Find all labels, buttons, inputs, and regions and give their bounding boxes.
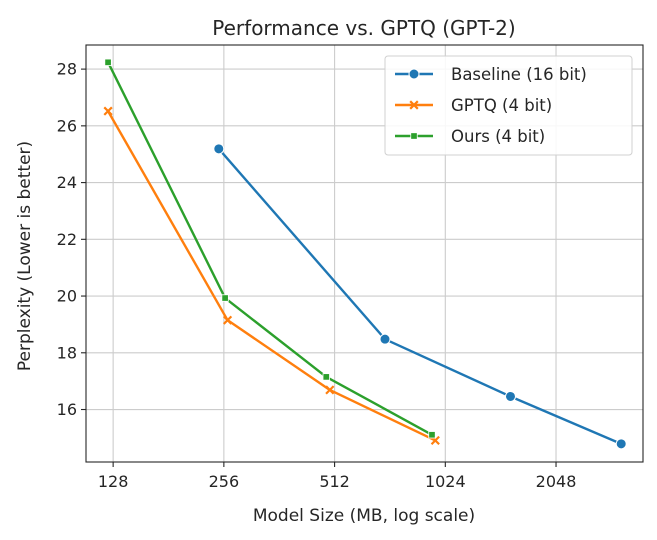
legend-marker (410, 132, 418, 140)
data-point (325, 385, 335, 395)
data-point (222, 315, 233, 325)
y-axis-label: Perplexity (Lower is better) (15, 141, 35, 371)
legend-label: Ours (4 bit) (451, 127, 545, 146)
x-tick-label: 512 (319, 472, 350, 491)
plot-frame (85, 44, 644, 463)
y-tick-label: 18 (57, 343, 77, 362)
x-tick-label: 1024 (425, 472, 466, 491)
x-tick-label: 128 (98, 472, 129, 491)
series-layer (103, 58, 627, 450)
data-point (221, 294, 229, 302)
x-tick-label: 2048 (536, 472, 577, 491)
legend: Baseline (16 bit) GPTQ (4 bit) Ours (4 bit… (384, 55, 633, 156)
series-line (217, 147, 623, 446)
y-tick-label: 26 (57, 116, 77, 135)
x-tick-label: 256 (209, 472, 240, 491)
y-tick-label: 28 (57, 60, 77, 79)
data-point (504, 390, 516, 402)
data-point (379, 333, 391, 345)
y-tick-label: 22 (57, 230, 77, 249)
y-tick-label: 24 (57, 173, 77, 192)
legend-marker (408, 68, 420, 80)
data-point (428, 431, 436, 439)
legend-label: GPTQ (4 bit) (451, 96, 552, 115)
data-point (103, 106, 113, 116)
legend-marker (409, 100, 419, 110)
data-point (322, 373, 330, 381)
y-tick-label: 16 (57, 400, 77, 419)
series-line (106, 61, 434, 436)
series-2 (103, 106, 440, 446)
x-axis-label: Model Size (MB, log scale) (253, 506, 475, 526)
data-point (213, 143, 225, 155)
legend-label: Baseline (16 bit) (451, 65, 587, 84)
ticks: 128 256 512 1024 2048 16 18 20 22 24 26 28 (57, 60, 577, 491)
legend-box (384, 55, 633, 156)
y-tick-label: 20 (57, 287, 77, 306)
series-line (106, 109, 437, 442)
data-point (615, 438, 627, 450)
data-point (104, 58, 112, 66)
series-3 (104, 58, 436, 439)
chart-title: Performance vs. GPTQ (GPT-2) (212, 16, 515, 40)
series-1 (213, 143, 627, 450)
